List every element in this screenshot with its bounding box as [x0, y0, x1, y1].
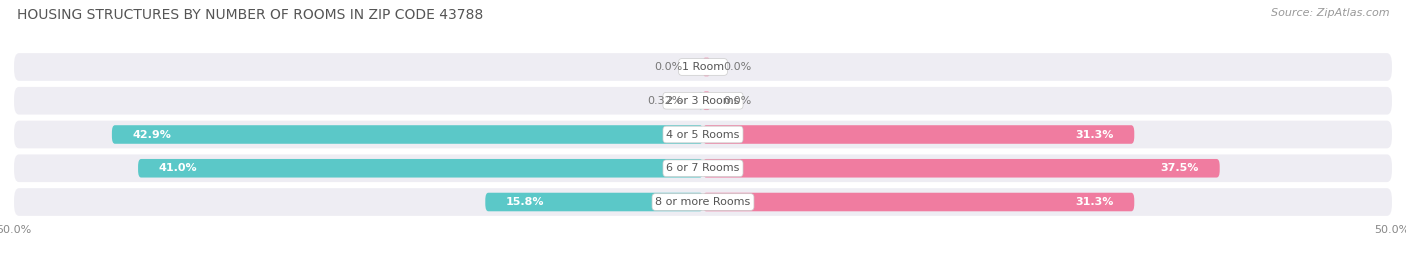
- Text: Source: ZipAtlas.com: Source: ZipAtlas.com: [1271, 8, 1389, 18]
- Text: 4 or 5 Rooms: 4 or 5 Rooms: [666, 129, 740, 140]
- FancyBboxPatch shape: [703, 58, 710, 76]
- Text: 0.0%: 0.0%: [724, 62, 752, 72]
- FancyBboxPatch shape: [14, 188, 1392, 216]
- Text: 0.32%: 0.32%: [647, 96, 682, 106]
- FancyBboxPatch shape: [14, 154, 1392, 182]
- FancyBboxPatch shape: [112, 125, 703, 144]
- FancyBboxPatch shape: [703, 159, 1219, 178]
- FancyBboxPatch shape: [699, 91, 703, 110]
- Text: 41.0%: 41.0%: [159, 163, 197, 173]
- FancyBboxPatch shape: [703, 193, 1135, 211]
- Text: 0.0%: 0.0%: [654, 62, 682, 72]
- Text: 31.3%: 31.3%: [1076, 129, 1114, 140]
- Text: HOUSING STRUCTURES BY NUMBER OF ROOMS IN ZIP CODE 43788: HOUSING STRUCTURES BY NUMBER OF ROOMS IN…: [17, 8, 484, 22]
- Text: 8 or more Rooms: 8 or more Rooms: [655, 197, 751, 207]
- Text: 15.8%: 15.8%: [506, 197, 544, 207]
- FancyBboxPatch shape: [14, 121, 1392, 148]
- FancyBboxPatch shape: [14, 53, 1392, 81]
- FancyBboxPatch shape: [138, 159, 703, 178]
- FancyBboxPatch shape: [14, 87, 1392, 115]
- Text: 37.5%: 37.5%: [1161, 163, 1199, 173]
- FancyBboxPatch shape: [703, 125, 1135, 144]
- Text: 1 Room: 1 Room: [682, 62, 724, 72]
- Text: 6 or 7 Rooms: 6 or 7 Rooms: [666, 163, 740, 173]
- FancyBboxPatch shape: [703, 91, 710, 110]
- Text: 0.0%: 0.0%: [724, 96, 752, 106]
- FancyBboxPatch shape: [485, 193, 703, 211]
- Text: 42.9%: 42.9%: [132, 129, 172, 140]
- Text: 31.3%: 31.3%: [1076, 197, 1114, 207]
- Text: 2 or 3 Rooms: 2 or 3 Rooms: [666, 96, 740, 106]
